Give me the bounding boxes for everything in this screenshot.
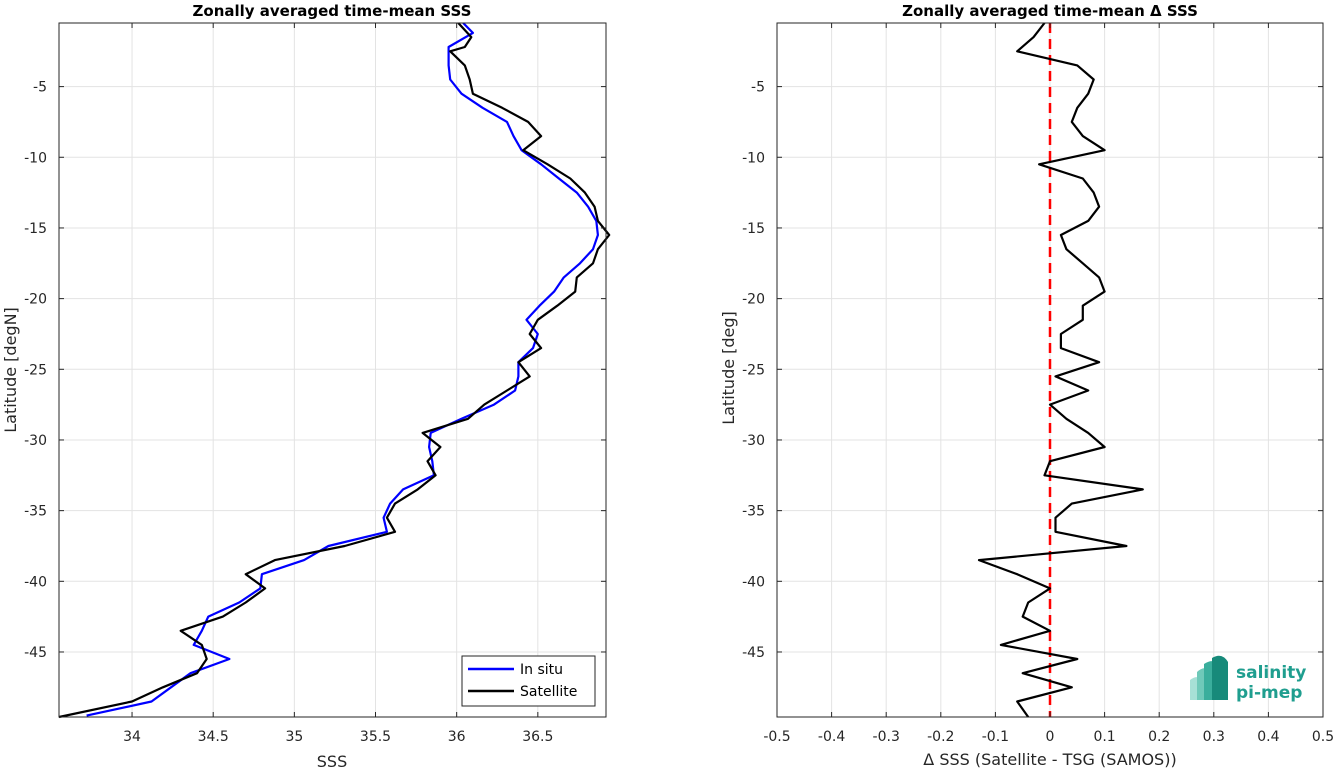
legend-label-satellite: Satellite [520,684,577,700]
y-tick-label: -5 [751,80,765,96]
y-tick-label: -30 [24,433,47,449]
logo-wave-icon [1190,655,1228,700]
left-chart-title: Zonally averaged time-mean SSS [193,2,472,20]
legend: In situ Satellite [461,655,596,707]
y-tick-label: -30 [742,433,765,449]
x-tick-label: 0 [1046,729,1055,745]
left-x-axis-label: SSS [317,752,347,769]
y-tick-label: -25 [742,362,765,378]
y-tick-label: -10 [742,150,765,166]
right-panel: -0.5 -0.4 -0.3 -0.2 -0.1 0 0.1 0.2 0.3 0.4 0.5 -5 -1… [719,2,1334,769]
y-tick-label: -15 [742,221,765,237]
x-tick-label: 36.5 [522,729,553,745]
logo-text-salinity: salinity [1236,663,1306,683]
y-tick-label: -5 [33,80,47,96]
x-tick-label: 0.3 [1203,729,1225,745]
y-tick-label: -40 [742,574,765,590]
x-tick-label: 0.2 [1148,729,1170,745]
legend-label-in-situ: In situ [520,662,563,678]
x-tick-label: 35 [285,729,303,745]
y-tick-label: -35 [742,504,765,520]
y-tick-label: -25 [24,362,47,378]
left-series [58,22,611,719]
right-y-axis-label: Latitude [deg] [719,311,738,425]
right-chart-title: Zonally averaged time-mean Δ SSS [902,2,1198,20]
right-series [977,22,1144,718]
x-tick-label: -0.3 [873,729,900,745]
x-tick-label: 35.5 [360,729,391,745]
left-grid [59,23,606,717]
series-line-satellite [58,22,611,719]
y-tick-label: -35 [24,504,47,520]
x-tick-label: -0.2 [927,729,954,745]
y-tick-label: -10 [24,150,47,166]
y-tick-label: -45 [742,645,765,661]
y-tick-label: -15 [24,221,47,237]
x-tick-label: 36 [448,729,466,745]
left-axes-box [58,22,607,718]
x-tick-label: 0.5 [1312,729,1334,745]
y-tick-label: -40 [24,574,47,590]
y-tick-label: -20 [742,292,765,308]
left-panel: 34 34.5 35 35.5 36 36.5 -5 -10 -15 -20 -25 -30 -35 -4… [1,2,611,769]
right-ticks: -0.5 -0.4 -0.3 -0.2 -0.1 0 0.1 0.2 0.3 0.4 0.5 -5 -1… [742,23,1334,745]
x-tick-label: 34 [123,729,141,745]
salinity-pi-mep-logo: salinity pi-mep [1190,655,1306,703]
x-tick-label: 0.1 [1093,729,1115,745]
x-tick-label: -0.1 [982,729,1009,745]
y-tick-label: -45 [24,645,47,661]
x-tick-label: -0.5 [763,729,790,745]
right-x-axis-label: Δ SSS (Satellite - TSG (SAMOS)) [923,750,1176,769]
x-tick-label: 34.5 [198,729,229,745]
series-line-in-situ [86,22,600,717]
series-line-delta-sss [977,22,1144,718]
x-tick-label: -0.4 [818,729,845,745]
logo-text-pi-mep: pi-mep [1236,683,1302,703]
legend-box [461,655,596,707]
x-tick-label: 0.4 [1257,729,1279,745]
y-tick-label: -20 [24,292,47,308]
left-y-axis-label: Latitude [degN] [1,307,20,433]
left-ticks: 34 34.5 35 35.5 36 36.5 -5 -10 -15 -20 -25 -30 -35 -4… [24,23,606,745]
